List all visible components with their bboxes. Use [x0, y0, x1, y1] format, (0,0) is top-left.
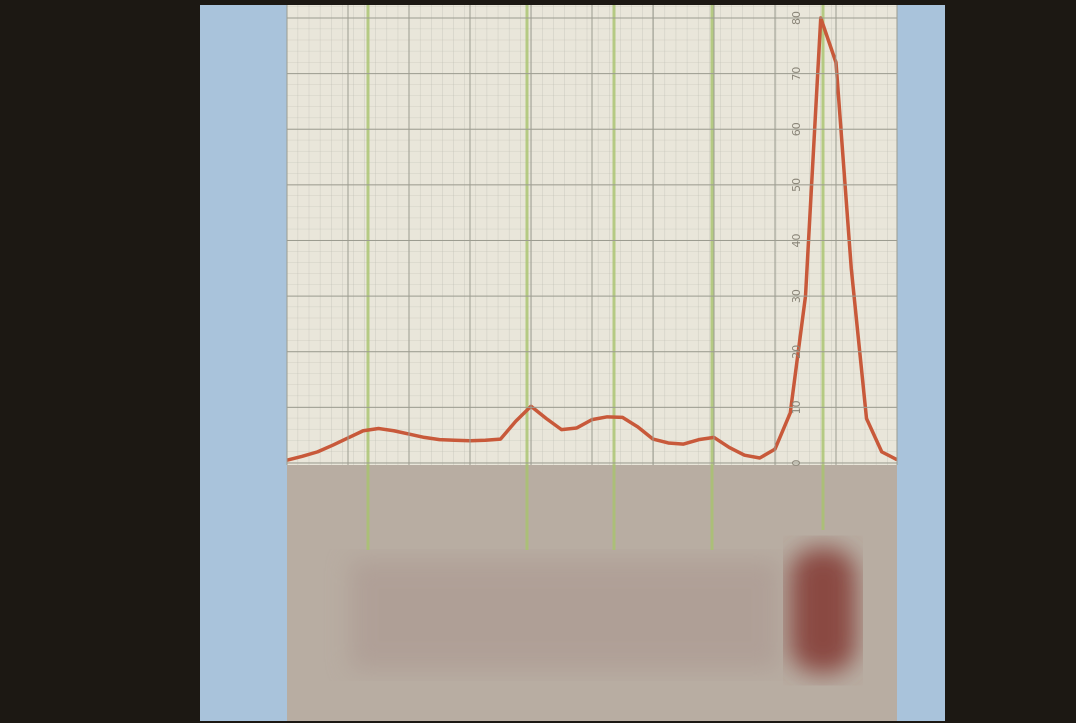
- y-tick-label: 80: [790, 11, 803, 25]
- y-tick-label: 0: [790, 460, 803, 467]
- y-tick-label: 40: [790, 234, 803, 248]
- y-tick-label: 10: [790, 400, 803, 414]
- photo: 0 10 20 30 40 50 60 70 80: [0, 0, 1076, 723]
- y-tick-label: 20: [790, 345, 803, 359]
- y-tick-label: 60: [790, 122, 803, 136]
- y-tick-label: 30: [790, 289, 803, 303]
- dense-band: [790, 548, 856, 673]
- y-tick-label: 70: [790, 67, 803, 81]
- y-tick-label: 50: [790, 178, 803, 192]
- faint-band: [350, 560, 780, 670]
